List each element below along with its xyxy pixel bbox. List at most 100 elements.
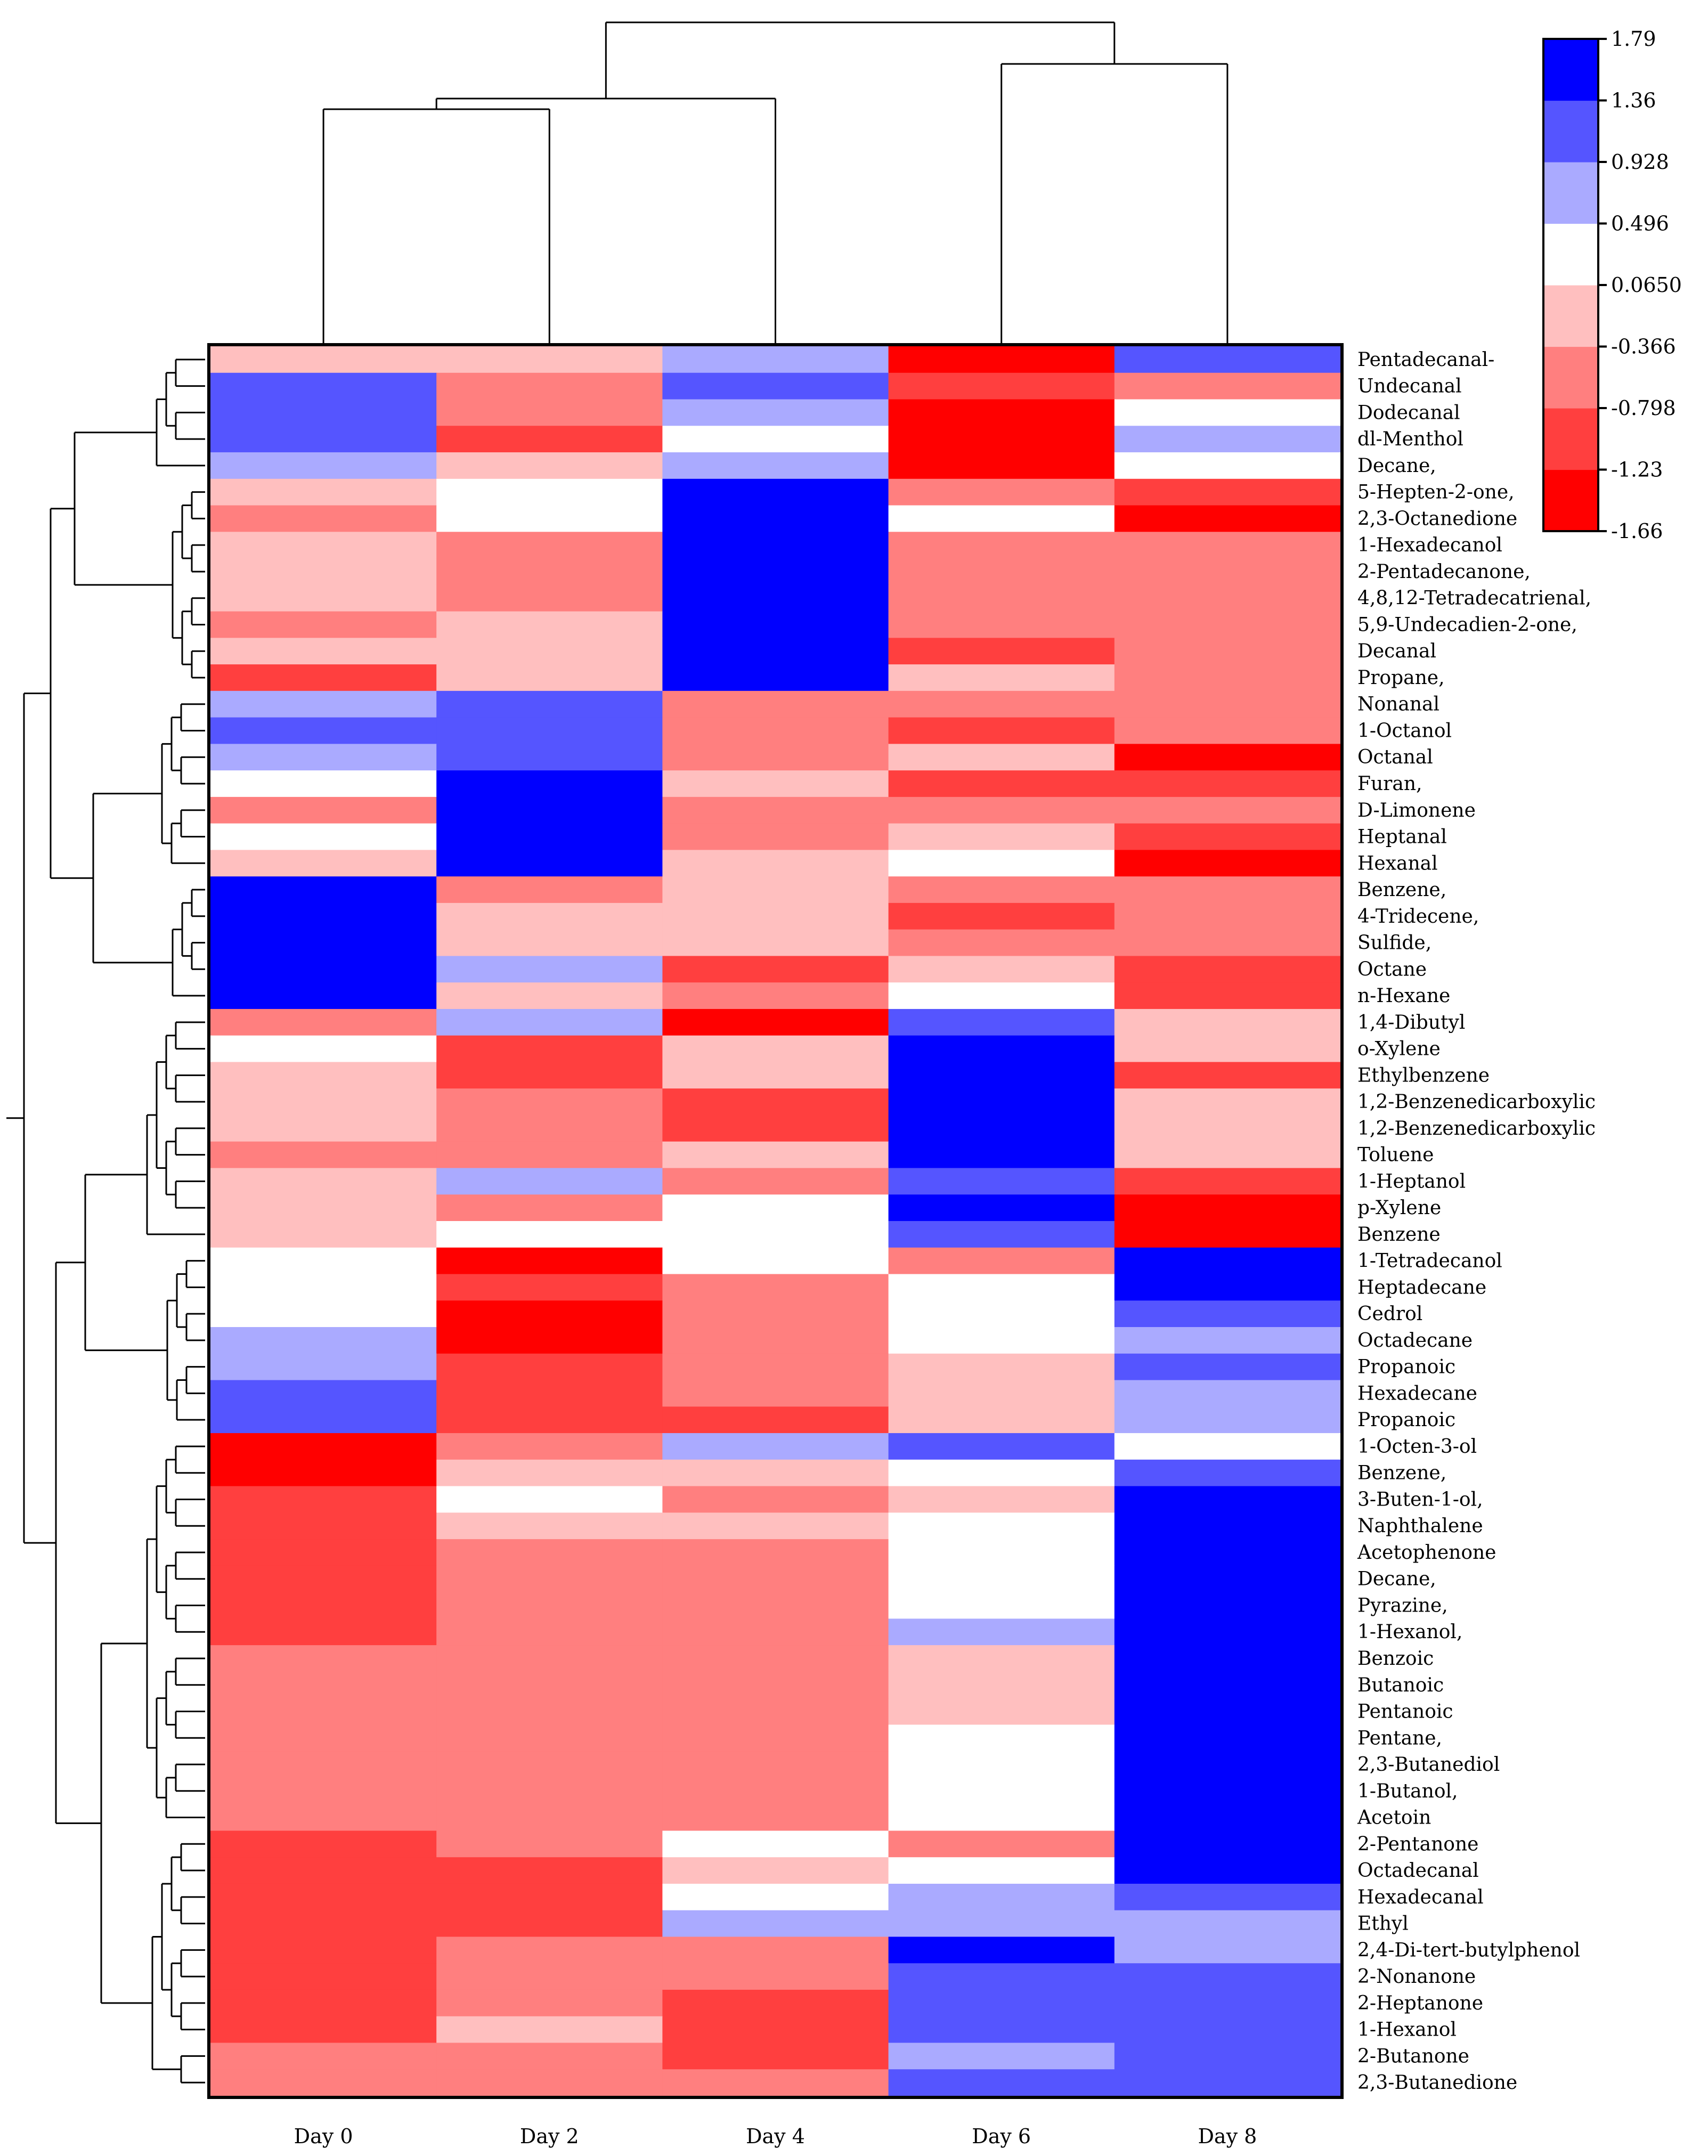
heatmap-cell [888,1486,1115,1513]
heatmap-cell [662,1539,889,1566]
heatmap-cell [436,1168,663,1195]
heatmap-cell [436,2069,663,2096]
heatmap-cell [662,1459,889,1487]
heatmap-cell [662,744,889,771]
heatmap-cell [1114,1671,1341,1699]
heatmap-cell [210,2016,437,2044]
row-label: Cedrol [1357,1303,1422,1325]
row-label: 3-Buten-1-ol, [1357,1488,1483,1510]
heatmap-cell [662,929,889,957]
heatmap-cell [1114,638,1341,665]
heatmap-cell [888,1300,1115,1328]
heatmap-cell [888,478,1115,506]
heatmap-cell [436,1989,663,2017]
heatmap-cell [662,1486,889,1513]
heatmap-cell [210,1645,437,1672]
heatmap-cell [1114,1963,1341,1990]
heatmap-cell [436,1353,663,1381]
heatmap-cell [1114,1168,1341,1195]
heatmap-cell [1114,1221,1341,1248]
heatmap-cell [888,876,1115,904]
row-label: Benzene, [1357,879,1446,901]
heatmap-cell [436,850,663,877]
heatmap-cell [436,1274,663,1301]
heatmap-cell [210,876,437,904]
heatmap-cell [210,1008,437,1036]
column-dendrogram [322,21,1229,344]
heatmap-cell [662,346,889,373]
heatmap-cell [662,770,889,798]
heatmap-cell [1114,1406,1341,1434]
heatmap-cell [1114,1883,1341,1911]
heatmap-cell [1114,1088,1341,1116]
row-label: 2-Pentadecanone, [1357,561,1531,583]
heatmap-cell [210,796,437,824]
heatmap-cell [888,929,1115,957]
heatmap-cell [210,1088,437,1116]
heatmap-cell [210,1035,437,1063]
color-scale-tick-label: -0.366 [1611,335,1676,359]
heatmap-cell [662,717,889,744]
row-label: Toluene [1357,1144,1434,1166]
heatmap-cell [1114,1141,1341,1169]
row-label: Hexadecane [1357,1382,1477,1404]
heatmap-cell [662,1062,889,1089]
heatmap-cell [210,532,437,559]
color-scale-tick-label: -1.66 [1611,519,1663,543]
heatmap-cell [1114,1565,1341,1593]
heatmap-cell [1114,1539,1341,1566]
heatmap-cell [662,1194,889,1222]
heatmap-cell [210,1804,437,1832]
heatmap-cell [1114,1486,1341,1513]
heatmap-cell [1114,558,1341,585]
heatmap-cell [662,452,889,479]
heatmap-cell [888,1406,1115,1434]
heatmap-cell [1114,1274,1341,1301]
heatmap-cell [662,1274,889,1301]
heatmap-cell [888,1830,1115,1858]
heatmap-cell [888,584,1115,612]
heatmap-cell [662,902,889,930]
heatmap-cell [436,982,663,1010]
heatmap-cell [1114,1804,1341,1832]
heatmap-cell [436,346,663,373]
heatmap-cell [662,1406,889,1434]
row-label: 2-Butanone [1357,2045,1469,2067]
heatmap-cell [210,2069,437,2096]
row-label: Hexadecanal [1357,1886,1484,1908]
heatmap-cell [1114,1698,1341,1725]
heatmap-cell [436,399,663,426]
heatmap-cell [436,1539,663,1566]
heatmap-cell [662,1618,889,1646]
heatmap-cell [210,1937,437,1964]
heatmap-cell [1114,744,1341,771]
row-label: Ethyl [1357,1913,1409,1935]
heatmap-cell [210,1883,437,1911]
row-label: D-Limonene [1357,800,1476,821]
heatmap-cell [436,2016,663,2044]
heatmap-cell [1114,982,1341,1010]
heatmap-cell [436,1380,663,1407]
heatmap-cell [210,1406,437,1434]
heatmap-cell [888,2043,1115,2070]
heatmap-cell [662,505,889,532]
row-label: Acetophenone [1357,1542,1496,1564]
heatmap-cell [210,505,437,532]
heatmap-cell [436,1459,663,1487]
row-label: Naphthalene [1357,1515,1483,1537]
heatmap-cell [662,399,889,426]
heatmap-cell [1114,426,1341,453]
row-label: n-Hexane [1357,985,1450,1007]
color-scale-bin [1543,223,1598,286]
heatmap-cell [210,478,437,506]
heatmap-cell [662,1221,889,1248]
row-label: 1-Octanol [1357,720,1452,742]
heatmap-cell [1114,452,1341,479]
heatmap-cell [210,664,437,691]
heatmap-cell [662,2016,889,2044]
heatmap-cell [888,1618,1115,1646]
heatmap-cell [436,956,663,983]
row-label: p-Xylene [1357,1197,1441,1219]
row-label: Propane, [1357,667,1445,689]
heatmap-cell [1114,1937,1341,1964]
